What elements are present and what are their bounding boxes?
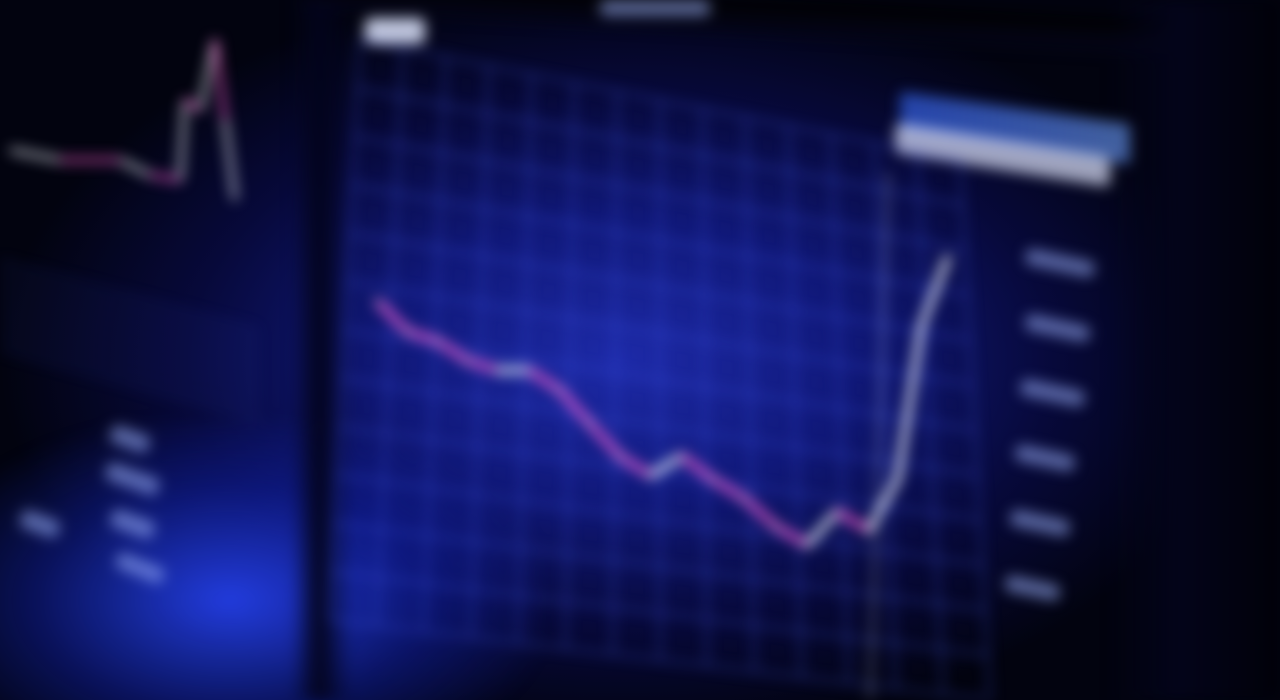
- series-segment: [525, 367, 563, 393]
- price-series: [375, 255, 951, 548]
- series-point: [894, 475, 901, 482]
- grid-line-horizontal: [339, 425, 981, 521]
- series-point: [772, 523, 779, 530]
- screen-glow: [0, 420, 540, 700]
- blurred-tab: [365, 18, 425, 44]
- series-point: [404, 328, 411, 335]
- series-segment: [434, 338, 471, 364]
- mini-grid-line: [0, 269, 261, 341]
- series-point: [464, 357, 471, 364]
- series-point: [434, 338, 441, 345]
- grid-line-horizontal: [334, 522, 986, 611]
- series-point: [678, 453, 685, 460]
- mini-series-segment: [222, 119, 238, 201]
- mini-series-segment: [149, 172, 181, 183]
- mini-grid-line: [0, 349, 261, 421]
- series-point: [918, 323, 925, 330]
- mini-series-segment: [212, 39, 228, 121]
- monitor-right-edge: [1110, 0, 1280, 700]
- series-segment: [865, 475, 901, 534]
- grid-line-horizontal: [342, 377, 978, 476]
- series-point: [375, 299, 382, 306]
- mini-grid-line: [0, 279, 261, 351]
- series-segment: [709, 476, 748, 502]
- series-point: [556, 386, 563, 393]
- mini-series-segment: [197, 39, 218, 111]
- series-point: [804, 541, 811, 548]
- series-point: [741, 495, 748, 502]
- series-point: [647, 472, 654, 479]
- series-point: [616, 453, 623, 460]
- series-segment: [586, 420, 623, 460]
- series-segment: [678, 453, 716, 483]
- series-point: [525, 367, 532, 374]
- series-point: [944, 255, 951, 262]
- series-segment: [464, 357, 502, 374]
- mini-series-segment: [177, 99, 188, 181]
- grid-lines: [329, 39, 991, 700]
- series-segment: [404, 328, 441, 345]
- series-segment: [918, 255, 951, 330]
- mini-series-segment: [183, 97, 202, 113]
- series-segment: [647, 453, 685, 479]
- series-point: [834, 508, 841, 515]
- mini-grid-line: [0, 339, 261, 411]
- mini-grid-line: [0, 289, 261, 361]
- series-segment: [894, 323, 925, 482]
- series-point: [495, 367, 502, 374]
- series-segment: [741, 495, 779, 530]
- mini-grid-line: [0, 319, 261, 391]
- grid-line-horizontal: [359, 39, 961, 161]
- grid-line-horizontal: [347, 280, 973, 386]
- grid-line-horizontal: [332, 570, 988, 656]
- series-segment: [772, 523, 811, 548]
- grid-line-horizontal: [352, 184, 968, 296]
- mini-grid-line: [0, 299, 261, 371]
- grid-line-horizontal: [349, 232, 971, 341]
- series-segment: [375, 299, 411, 335]
- series-segment: [834, 508, 872, 534]
- panel-divider: [292, 0, 352, 700]
- mini-chart: [0, 39, 261, 421]
- mini-grid-line: [0, 329, 261, 401]
- mini-grid-line: [0, 259, 261, 331]
- mini-series-segment: [118, 157, 152, 178]
- series-segment: [804, 508, 841, 548]
- series-point: [709, 476, 716, 483]
- series-segment: [616, 453, 654, 479]
- series-segment: [556, 386, 593, 427]
- blurred-tab: [600, 0, 710, 16]
- mini-series-segment: [9, 147, 61, 163]
- grid-line-horizontal: [357, 87, 963, 206]
- cursor-marker: [868, 174, 890, 700]
- grid-line-horizontal: [329, 619, 991, 700]
- grid-line-horizontal: [354, 135, 966, 251]
- series-point: [865, 527, 872, 534]
- mini-grid-line: [0, 309, 261, 381]
- series-point: [586, 420, 593, 427]
